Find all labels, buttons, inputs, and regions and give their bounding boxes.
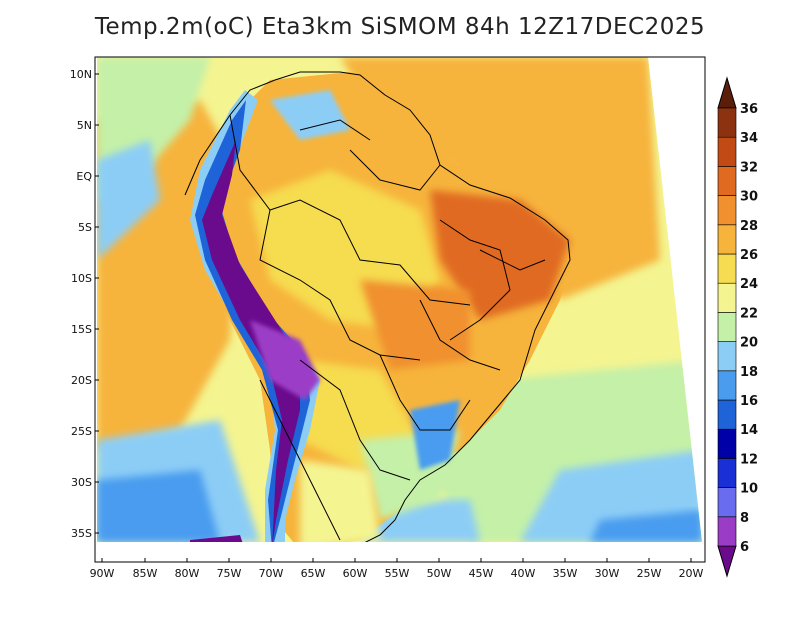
lon-label: 50W [427,567,452,580]
lon-label: 55W [385,567,410,580]
lat-label: 5S [78,221,92,234]
boundary-lines [184,71,571,542]
lon-label: 20W [679,567,704,580]
colorbar-label: 24 [740,277,758,292]
colorbar-label: 36 [740,102,758,117]
colorbar-segment [717,224,737,255]
colorbar-segment [717,195,737,226]
colorbar-label: 26 [740,248,758,263]
lat-label: 10S [71,272,92,285]
temperature-field [97,57,702,542]
lon-label: 45W [469,567,494,580]
colorbar-label: 20 [740,336,758,351]
colorbar-segment [717,545,737,578]
colorbar-segment [717,312,737,342]
colorbar-label: 34 [740,131,758,146]
colorbar-segment [717,487,737,518]
colorbar-label: 18 [740,365,758,380]
colorbar-label: 14 [740,423,758,438]
colorbar-label: 28 [740,219,758,234]
lat-label: 35S [71,527,92,540]
lon-label: 25W [637,567,662,580]
colorbar-segment [717,370,737,401]
lat-label: 10N [70,68,92,81]
latitude-ticks [95,73,692,562]
colorbar-label: 8 [740,511,749,526]
colorbar-segment [717,136,737,167]
lat-label: 5N [77,119,92,132]
colorbar-label: 22 [740,306,758,321]
colorbar-label: 12 [740,452,758,467]
colorbar-segment [717,458,737,488]
lon-label: 60W [343,567,368,580]
longitude-axis: 90W 85W 80W 75W 70W 65W 60W 55W 50W 45W … [90,567,704,580]
lon-label: 75W [217,567,242,580]
latitude-axis: 10N 5N EQ 5S 10S 15S 20S 25S 30S 35S [70,68,93,540]
lat-label: 20S [71,374,92,387]
lat-label: 15S [71,323,92,336]
lon-label: 90W [90,567,115,580]
lat-label: EQ [76,170,92,183]
map-title: Temp.2m(oC) Eta3km SiSMOM 84h 12Z17DEC20… [94,14,706,40]
colorbar-segment [717,253,737,284]
colorbar-segment [717,282,737,313]
colorbar-segment [717,516,737,547]
lon-label: 65W [301,567,326,580]
colorbar-label: 32 [740,160,758,175]
colorbar-segment [717,399,737,430]
colorbar-segment [717,341,737,372]
lon-label: 30W [595,567,620,580]
lon-label: 70W [259,567,284,580]
colorbar-segment [717,166,737,196]
map-frame [94,56,706,563]
lon-label: 35W [553,567,578,580]
colorbar-label: 30 [740,190,758,205]
lat-label: 25S [71,425,92,438]
colorbar-segment [717,76,737,109]
colorbar: 6 8 10 12 14 16 18 20 22 24 26 28 30 32 34 36 [717,76,758,578]
lon-label: 40W [511,567,536,580]
colorbar-segment [717,107,737,138]
lat-label: 30S [71,476,92,489]
colorbar-segment [717,428,737,459]
colorbar-label: 16 [740,394,758,409]
colorbar-label: 6 [740,540,749,555]
lon-label: 85W [133,567,158,580]
colorbar-label: 10 [740,482,758,497]
lon-label: 80W [175,567,200,580]
